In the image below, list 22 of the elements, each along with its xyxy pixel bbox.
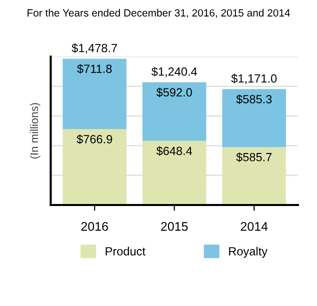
- chart-title: For the Years ended December 31, 2016, 2015 and 2014: [28, 8, 290, 18]
- bar: [142, 140, 206, 206]
- data-label: $711.8: [77, 64, 112, 74]
- bar: [142, 82, 206, 141]
- data-label: $585.7: [236, 152, 272, 162]
- bar: [222, 89, 286, 148]
- data-label: $648.4: [156, 146, 192, 156]
- data-label: $585.3: [236, 94, 272, 104]
- bar: [62, 58, 126, 130]
- data-label: $766.9: [76, 134, 112, 144]
- x-tick-label: 2015: [161, 222, 188, 231]
- total-label: $1,171.0: [231, 74, 277, 84]
- legend-label: Royalty: [229, 246, 268, 258]
- y-axis-title: (In millions): [30, 103, 40, 159]
- x-tick-label: 2016: [81, 222, 108, 231]
- total-label: $1,478.7: [72, 43, 117, 54]
- bar: [62, 129, 126, 206]
- x-tick-label: 2014: [240, 222, 268, 231]
- bar: [222, 147, 286, 206]
- legend-label: Product: [106, 246, 146, 256]
- total-label: $1,240.4: [152, 66, 197, 78]
- data-label: $592.0: [156, 88, 192, 98]
